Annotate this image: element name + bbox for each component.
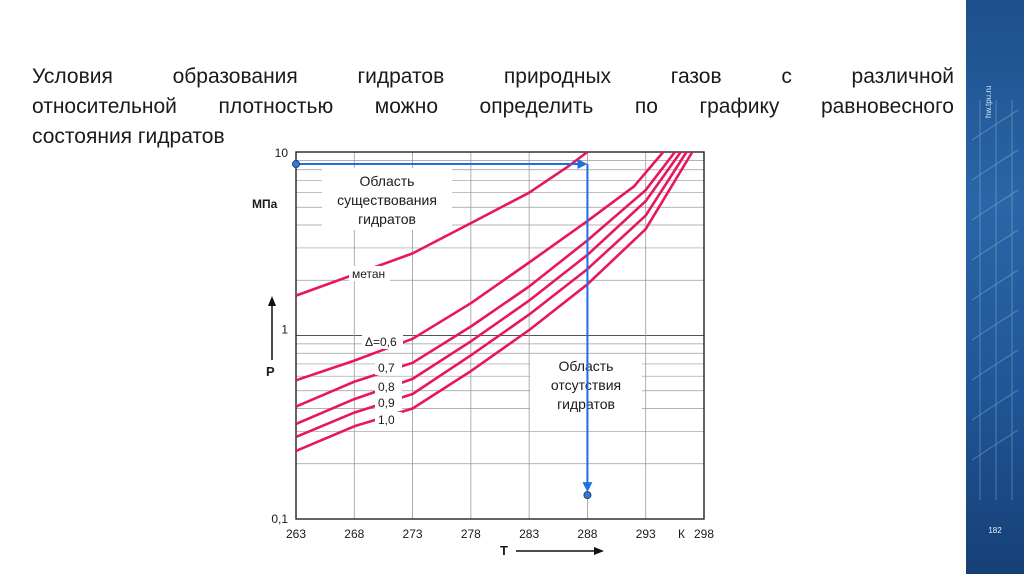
delta-0-6-curve xyxy=(295,151,665,382)
x-tick-label: 278 xyxy=(461,527,481,541)
x-tick-label: 293 xyxy=(636,527,656,541)
x-tick-label: 263 xyxy=(286,527,306,541)
sidebar-decoration: hw.tpu.ru 182 xyxy=(966,0,1024,574)
plot-frame xyxy=(295,151,705,520)
delta-0-8-label: 0,8 xyxy=(378,380,395,394)
building-pattern-icon xyxy=(971,100,1019,500)
x-tick-label: 273 xyxy=(403,527,423,541)
delta-0-7-label: 0,7 xyxy=(378,361,395,375)
x-axis-arrow-head-icon xyxy=(594,547,604,555)
arrow-end-dot xyxy=(583,491,592,500)
delta-0-8-label-bg xyxy=(375,379,402,394)
page-number: 182 xyxy=(988,526,1002,535)
no-hydrate-zone-label-bg xyxy=(530,354,642,414)
hydrate-zone-label: гидратов xyxy=(358,211,416,227)
x-tick-label: 298 xyxy=(694,527,714,541)
x-tick-label: 283 xyxy=(519,527,539,541)
hydrate-zone-label: существования xyxy=(337,192,437,208)
y-tick-label: 1 xyxy=(281,323,288,337)
delta-0-8-curve xyxy=(295,151,682,426)
y-axis-label: P xyxy=(266,364,275,379)
arrow-head-right-icon xyxy=(577,159,588,170)
hydrate-zone-label-bg xyxy=(322,168,452,230)
delta-0-9-label-bg xyxy=(375,395,402,410)
x-unit-label: К xyxy=(678,527,685,541)
methane-label-bg xyxy=(349,266,390,281)
intro-line-2: относительной плотностью можно определит… xyxy=(32,95,954,118)
x-tick-label: 268 xyxy=(344,527,364,541)
y-tick-label: 10 xyxy=(275,146,289,160)
methane-label: метан xyxy=(352,267,385,281)
no-hydrate-zone-label: гидратов xyxy=(557,396,615,412)
no-hydrate-zone-label: отсутствия xyxy=(551,377,621,393)
x-axis-label: T xyxy=(500,543,508,558)
y-tick-label: 0,1 xyxy=(271,512,288,526)
y-axis-arrow-head-icon xyxy=(268,296,276,306)
hydrate-zone-label: Область xyxy=(360,173,415,189)
delta-1-0-label: 1,0 xyxy=(378,413,395,427)
intro-line-1: Условия образования гидратов природных г… xyxy=(32,65,954,88)
no-hydrate-zone-label: Область xyxy=(559,358,614,374)
y-unit-label: МПа xyxy=(252,197,278,211)
delta-0-9-curve xyxy=(295,151,688,439)
delta-0-6-label: Δ=0,6 xyxy=(365,335,397,349)
arrow-head-down-icon xyxy=(582,482,593,493)
delta-0-7-curve xyxy=(295,151,676,408)
hydrate-equilibrium-chart: метан Δ=0,6 0,7 0,8 0,9 1,0 Область существован… xyxy=(252,146,714,558)
delta-1-0-curve xyxy=(295,151,694,453)
intro-text: Условия образования гидратов природных г… xyxy=(32,62,954,152)
delta-0-9-label: 0,9 xyxy=(378,396,395,410)
intro-line-3: состояния гидратов xyxy=(32,125,225,148)
delta-1-0-label-bg xyxy=(375,412,402,427)
site-label: hw.tpu.ru xyxy=(984,85,993,118)
arrow-start-dot xyxy=(292,160,300,169)
delta-0-6-label-bg xyxy=(362,334,403,349)
x-tick-label: 288 xyxy=(577,527,597,541)
delta-0-7-label-bg xyxy=(375,360,402,375)
